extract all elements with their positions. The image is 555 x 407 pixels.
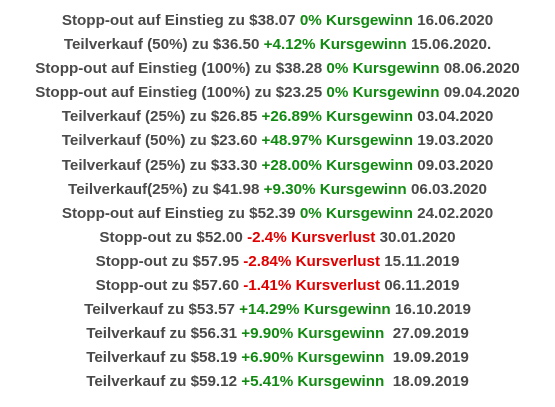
trade-result: +48.97% Kursgewinn (261, 132, 414, 150)
trade-action: Stopp-out auf Einstieg (100%) zu $38.28 (35, 60, 323, 78)
trade-result: +9.30% Kursgewinn (263, 180, 407, 198)
trade-action: Stopp-out auf Einstieg (100%) zu $23.25 (35, 84, 323, 102)
trade-row: Stopp-out zu $57.60 -1.41% Kursverlust 0… (0, 274, 555, 298)
trade-action: Teilverkauf (50%) zu $36.50 (63, 36, 260, 54)
trade-date: 15.06.2020. (410, 36, 492, 54)
trade-action: Stopp-out zu $57.60 (95, 277, 240, 295)
trade-date: 19.03.2020 (417, 132, 494, 150)
trade-row: Teilverkauf(25%) zu $41.98 +9.30% Kursge… (0, 178, 555, 202)
trade-action: Teilverkauf zu $58.19 (86, 349, 238, 367)
trade-result: 0% Kursgewinn (326, 60, 440, 78)
trade-date: 27.09.2019 (392, 325, 469, 343)
trade-action: Teilverkauf zu $56.31 (86, 325, 238, 343)
trade-result: -2.84% Kursverlust (243, 252, 380, 270)
trade-row: Teilverkauf (50%) zu $36.50 +4.12% Kursg… (0, 33, 555, 57)
trade-result: 0% Kursgewinn (326, 84, 440, 102)
trade-date: 18.09.2019 (392, 373, 469, 391)
trade-result: +26.89% Kursgewinn (261, 108, 414, 126)
trade-row: Teilverkauf (25%) zu $33.30 +28.00% Kurs… (0, 154, 555, 178)
trade-action: Teilverkauf (25%) zu $33.30 (61, 156, 258, 174)
trade-date: 15.11.2019 (384, 252, 460, 270)
trade-result: +5.41% Kursgewinn (241, 373, 389, 391)
trade-result: 0% Kursgewinn (299, 12, 413, 29)
trade-action: Stopp-out zu $57.95 (95, 252, 240, 270)
trade-date: 08.06.2020 (443, 60, 520, 78)
trade-date: 30.01.2020 (379, 228, 456, 246)
trade-action: Teilverkauf zu $53.57 (84, 301, 235, 319)
trade-date: 06.03.2020 (410, 180, 487, 198)
trade-row: Teilverkauf zu $59.12 +5.41% Kursgewinn … (0, 370, 555, 394)
trade-row: Teilverkauf zu $58.19 +6.90% Kursgewinn … (0, 346, 555, 370)
trade-row: Stopp-out zu $57.95 -2.84% Kursverlust 1… (0, 250, 555, 274)
trade-row: Stopp-out auf Einstieg (100%) zu $38.28 … (0, 57, 555, 81)
trade-result: -1.41% Kursverlust (243, 277, 380, 295)
trade-row: Teilverkauf zu $53.57 +14.29% Kursgewinn… (0, 298, 555, 322)
trade-row: Stopp-out auf Einstieg zu $38.07 0% Kurs… (0, 9, 555, 33)
trade-date: 19.09.2019 (392, 349, 469, 367)
trade-row: Teilverkauf (50%) zu $23.60 +48.97% Kurs… (0, 129, 555, 153)
trade-date: 03.04.2020 (417, 108, 494, 126)
trade-row: Stopp-out auf Einstieg zu $52.39 0% Kurs… (0, 202, 555, 226)
trade-result: +9.90% Kursgewinn (241, 325, 389, 343)
trade-date: 09.04.2020 (443, 84, 520, 102)
trade-action: Stopp-out auf Einstieg zu $52.39 (61, 204, 296, 222)
trade-date: 16.06.2020 (417, 12, 494, 29)
trade-result: +4.12% Kursgewinn (263, 36, 407, 54)
trade-action: Teilverkauf(25%) zu $41.98 (68, 180, 260, 198)
trade-row: Teilverkauf (25%) zu $26.85 +26.89% Kurs… (0, 105, 555, 129)
trade-action: Stopp-out zu $52.00 (99, 228, 243, 246)
trade-action: Stopp-out auf Einstieg zu $38.07 (61, 12, 296, 29)
trade-result: 0% Kursgewinn (299, 204, 413, 222)
trade-date: 06.11.2019 (384, 277, 460, 295)
trade-date: 24.02.2020 (417, 204, 494, 222)
trade-action: Teilverkauf zu $59.12 (86, 373, 238, 391)
trade-result: +6.90% Kursgewinn (241, 349, 389, 367)
trade-row: Teilverkauf zu $56.31 +9.90% Kursgewinn … (0, 322, 555, 346)
trade-date: 16.10.2019 (394, 301, 471, 319)
trade-result: +14.29% Kursgewinn (239, 301, 391, 319)
trade-action: Teilverkauf (50%) zu $23.60 (61, 132, 258, 150)
trade-action: Teilverkauf (25%) zu $26.85 (61, 108, 258, 126)
trade-row: Stopp-out zu $52.00 -2.4% Kursverlust 30… (0, 226, 555, 250)
trade-date: 09.03.2020 (417, 156, 494, 174)
trade-result: +28.00% Kursgewinn (261, 156, 414, 174)
trade-row: Stopp-out auf Einstieg (100%) zu $23.25 … (0, 81, 555, 105)
trade-result: -2.4% Kursverlust (247, 228, 376, 246)
